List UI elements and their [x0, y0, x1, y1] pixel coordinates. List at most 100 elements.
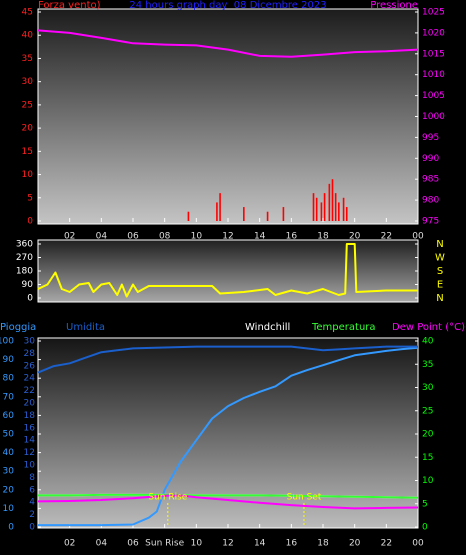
y-tick-label: 80: [3, 374, 15, 384]
x-tick-label: 12: [222, 232, 233, 242]
y-tick-label: 40: [3, 448, 15, 458]
y3-tick-label: 18: [24, 411, 36, 421]
y3-tick-label: 24: [24, 374, 36, 384]
x-tick-label: 18: [317, 232, 329, 242]
bar: [342, 197, 345, 221]
legend-entry: Windchill: [245, 322, 290, 333]
y3-tick-label: 14: [24, 436, 36, 446]
y2-tick-label: 10: [422, 476, 434, 486]
y-tick-label: 20: [3, 485, 15, 495]
y-tick-label: 180: [16, 267, 33, 277]
legend-entry: Dew Point (°C): [392, 322, 465, 333]
bar: [328, 183, 331, 221]
y-tick-label: 10: [3, 504, 15, 514]
y3-tick-label: 2: [29, 510, 35, 520]
y2-tick-label: 980: [422, 196, 439, 206]
y3-tick-label: 30: [24, 337, 36, 347]
legend-entry: Temperatura: [311, 322, 376, 333]
y-tick-label: 100: [0, 337, 14, 347]
legend-entry: Umidita: [66, 322, 105, 333]
x-tick-label: 12: [222, 539, 233, 549]
y-tick-label: 30: [22, 77, 34, 87]
x-tick-label: Sun Rise: [145, 539, 184, 549]
y2-tick-label: W: [435, 253, 445, 264]
y-tick-label: 5: [27, 193, 33, 203]
y3-tick-label: 4: [29, 498, 35, 508]
y2-tick-label: 1005: [422, 91, 445, 101]
y2-tick-label: 985: [422, 175, 439, 185]
y2-tick-label: 15: [422, 453, 433, 463]
y-tick-label: 60: [3, 411, 15, 421]
y3-tick-label: 26: [24, 361, 36, 371]
y-tick-label: 90: [22, 280, 34, 290]
x-tick-label: 02: [64, 539, 75, 549]
legend-entry: Pioggia: [0, 322, 36, 333]
y-tick-label: 25: [22, 100, 33, 110]
y2-tick-label: 35: [422, 360, 433, 370]
annotation: Sun Set: [287, 493, 322, 503]
x-tick-label: 20: [349, 539, 361, 549]
x-tick-label: 06: [127, 539, 139, 549]
y-tick-label: 45: [22, 8, 33, 18]
y-tick-label: 90: [3, 355, 15, 365]
x-tick-label: 16: [286, 539, 298, 549]
x-tick-label: 20: [349, 232, 361, 242]
y3-tick-label: 8: [29, 473, 35, 483]
y-tick-label: 270: [16, 253, 33, 263]
bar: [315, 197, 318, 221]
y2-tick-label: 975: [422, 217, 439, 227]
bar: [331, 179, 334, 221]
line: [37, 243, 418, 298]
y2-tick-label: 0: [422, 523, 428, 533]
y2-tick-label: N: [436, 293, 443, 304]
y2-tick-label: 1020: [422, 28, 445, 38]
bar: [312, 193, 315, 221]
bar: [323, 193, 326, 221]
x-tick-label: 00: [412, 539, 424, 549]
y2-axis-label: Pressione: [370, 0, 418, 11]
y3-tick-label: 22: [24, 386, 35, 396]
chart-title: 24 hours graph day 08 Dicembre 2023: [129, 0, 326, 11]
y2-tick-label: 40: [422, 337, 434, 347]
plot-area: [37, 8, 419, 225]
y-tick-label: 50: [3, 430, 15, 440]
y3-tick-label: 0: [29, 523, 35, 533]
x-tick-label: 00: [412, 232, 424, 242]
x-tick-label: 10: [191, 539, 203, 549]
y-tick-label: 0: [27, 217, 33, 227]
y2-tick-label: N: [436, 239, 443, 250]
y-tick-label: 35: [22, 54, 33, 64]
line: [37, 345, 418, 374]
x-tick-label: 08: [159, 232, 171, 242]
y2-tick-label: 1000: [422, 112, 445, 122]
bar: [187, 211, 190, 221]
bar: [334, 193, 337, 221]
y2-tick-label: 990: [422, 154, 439, 164]
y2-tick-label: 995: [422, 133, 439, 143]
bar: [243, 207, 245, 221]
y2-tick-label: 1015: [422, 49, 445, 59]
y2-tick-label: S: [437, 266, 443, 277]
x-tick-label: 14: [254, 232, 266, 242]
y3-tick-label: 16: [24, 423, 36, 433]
x-tick-label: 22: [381, 232, 392, 242]
bar: [338, 202, 340, 221]
y-tick-label: 10: [22, 170, 34, 180]
x-tick-label: 16: [286, 232, 298, 242]
y2-tick-label: 25: [422, 406, 433, 416]
bar: [216, 202, 218, 221]
line: [37, 494, 419, 510]
x-tick-label: 04: [96, 539, 108, 549]
y-tick-label: 0: [8, 523, 14, 533]
x-tick-label: 06: [127, 232, 139, 242]
y3-tick-label: 28: [24, 349, 36, 359]
bar: [266, 211, 269, 221]
y2-tick-label: 1010: [422, 70, 445, 80]
y2-tick-label: 30: [422, 383, 434, 393]
y-tick-label: 30: [3, 467, 15, 477]
y3-tick-label: 6: [29, 485, 35, 495]
y2-tick-label: 20: [422, 430, 434, 440]
x-tick-label: 02: [64, 232, 75, 242]
y3-tick-label: 20: [24, 399, 36, 409]
